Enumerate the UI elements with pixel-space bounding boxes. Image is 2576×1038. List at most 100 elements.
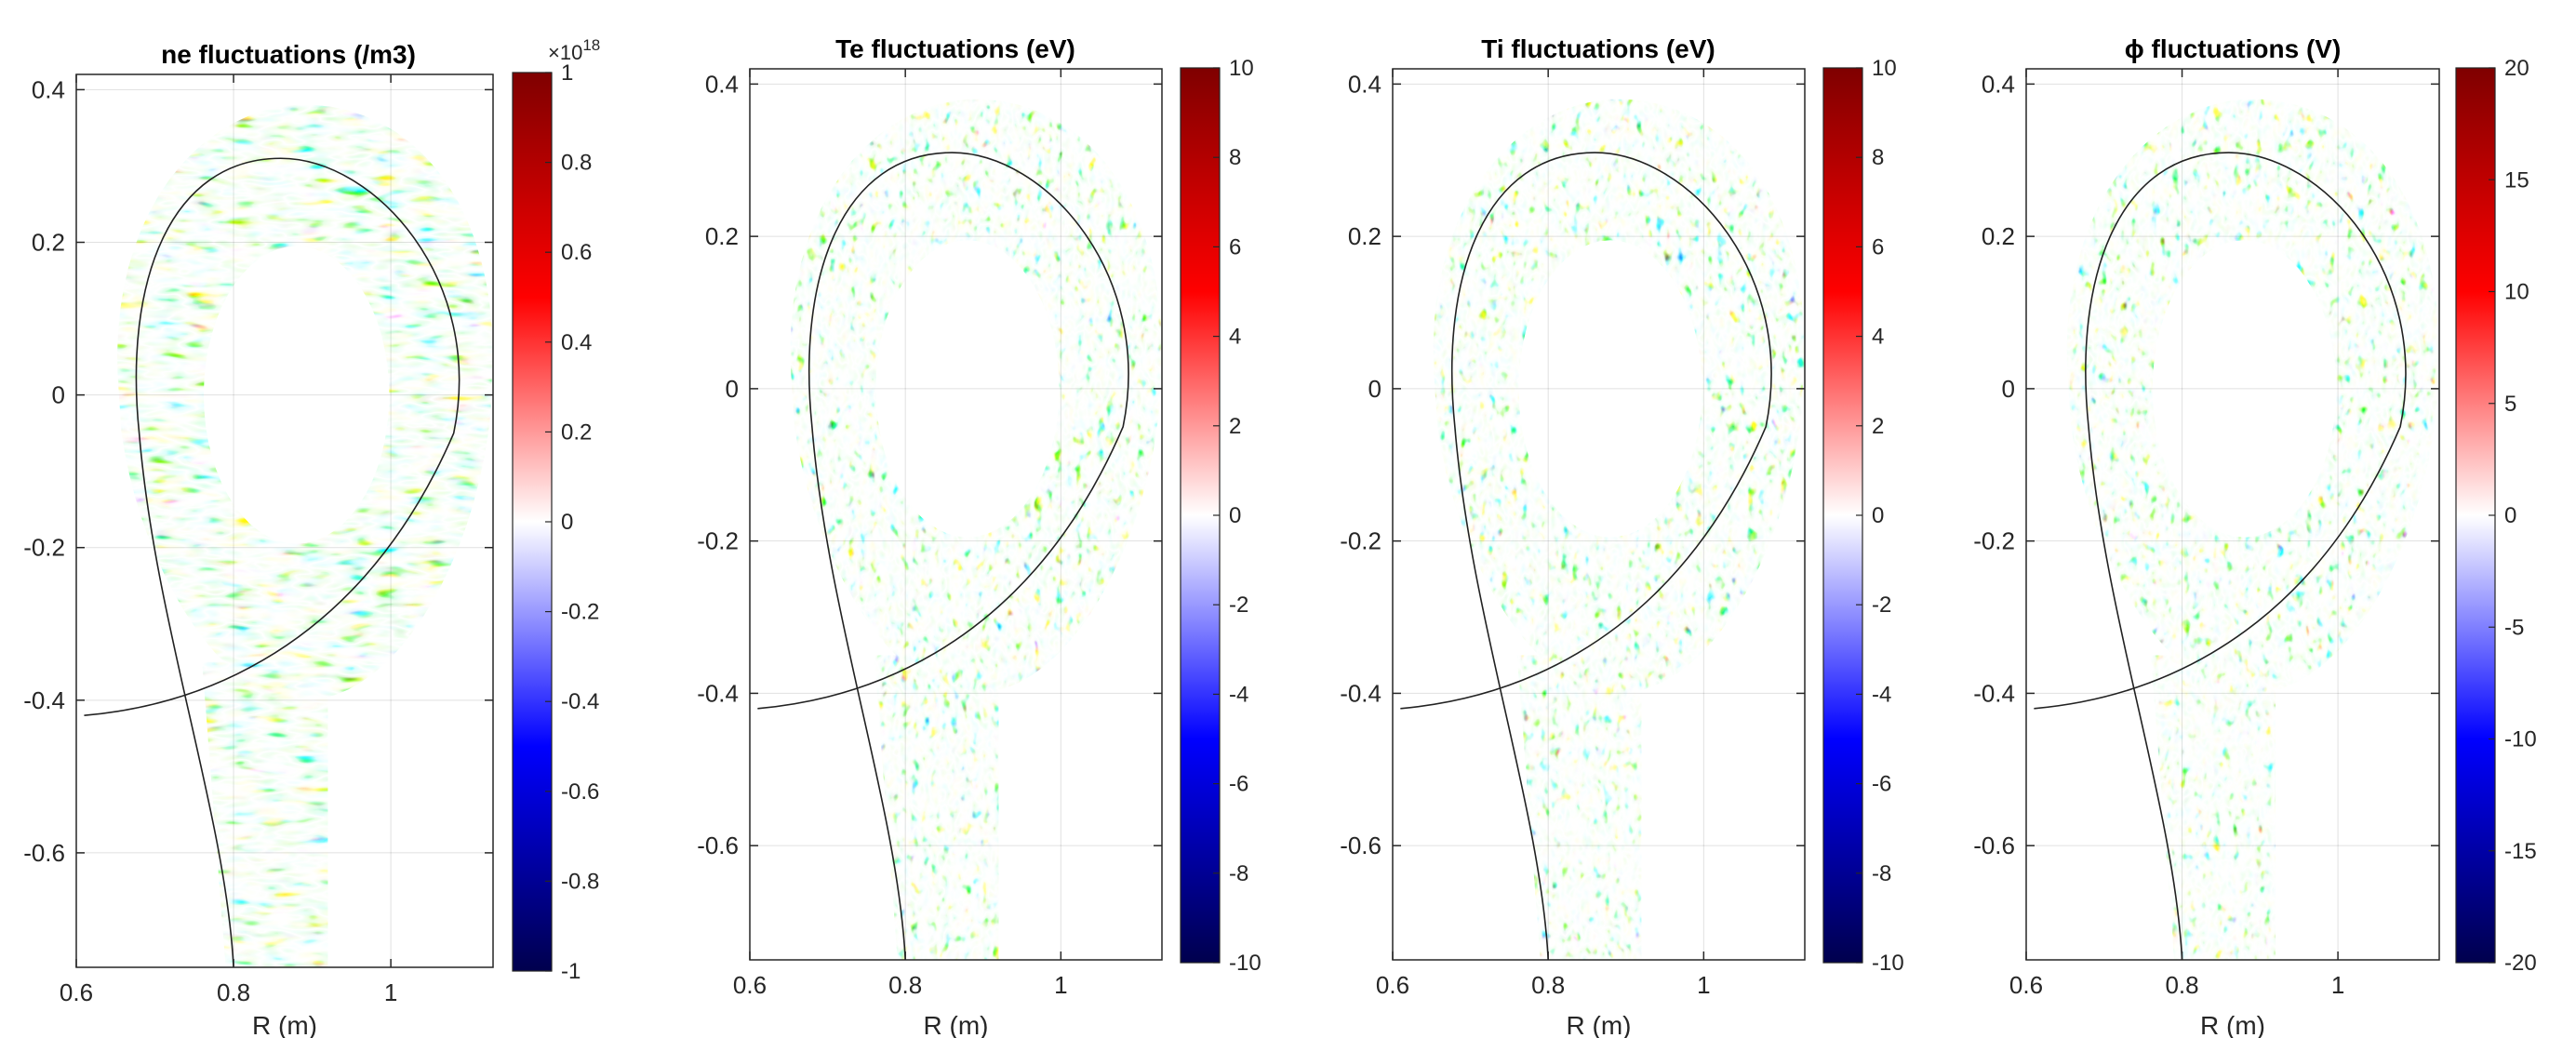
colorbar-tick-label: -0.4 [561, 689, 599, 714]
colorbar-tick-label: -8 [1872, 861, 1891, 886]
y-tick-label: -0.2 [1340, 527, 1381, 555]
colorbar-tick-label: 0.8 [561, 151, 592, 176]
y-tick-label: 0.2 [32, 229, 65, 257]
y-tick-label: -0.4 [1340, 679, 1381, 707]
colorbar-tick-label: 8 [1229, 145, 1241, 170]
panels: 0.6 0.8 1 0.4 0.2 0 -0.2 -0.4 -0.6 ne fluctuation… [23, 34, 2537, 1038]
axes-box [749, 68, 1163, 961]
colorbar-tick-label: 4 [1229, 325, 1241, 350]
turbulence-texture [2026, 69, 2439, 960]
colorbar-tick-label: -6 [1872, 772, 1891, 797]
fluctuation-field [750, 69, 1162, 960]
colorbar-tick-label: -15 [2504, 839, 2537, 864]
colorbar-tick-label: -0.2 [561, 600, 599, 625]
colorbar-tick-label: 1 [561, 60, 573, 86]
colorbar-tick-label: -0.8 [561, 869, 599, 894]
colorbar-tick-label: -6 [1229, 772, 1248, 797]
colorbar-exponent-power: 18 [582, 36, 600, 54]
colorbar-tick-label: 0.6 [561, 240, 592, 265]
turbulence-texture [750, 69, 1162, 960]
colorbar: 10 8 6 4 2 0 -2 -4 -6 -8 -10 [1822, 56, 1904, 976]
colorbar-tick-label: 20 [2504, 56, 2529, 81]
y-tick-label: -0.6 [1973, 832, 2015, 859]
y-tick-label: 0.4 [32, 75, 65, 103]
x-tick-label: 0.8 [888, 971, 922, 999]
colorbar-tick-label: -4 [1229, 682, 1248, 707]
y-tick-label: -0.4 [697, 679, 739, 707]
colorbar-tick-label: 0 [561, 510, 573, 535]
colorbar-tick-label: -20 [2504, 951, 2537, 976]
x-tick-label: 0.6 [60, 978, 93, 1006]
colorbar-tick-label: 6 [1872, 234, 1884, 260]
colorbar: 20 15 10 5 0 -5 -10 -15 -20 [2455, 56, 2537, 976]
colorbar-tick-label: -2 [1229, 592, 1248, 618]
colorbar-tick-label: 2 [1872, 414, 1884, 439]
panel-title: ne fluctuations (/m3) [161, 40, 416, 69]
colorbar-tick-label: 6 [1229, 234, 1241, 260]
y-tick-label: 0.2 [1348, 222, 1381, 250]
x-tick-label: 0.6 [733, 971, 767, 999]
axes-box [2025, 68, 2440, 961]
separatrix-line [757, 152, 1129, 960]
y-tick-label: -0.2 [697, 527, 739, 555]
turbulence-texture [1393, 69, 1805, 960]
y-tick-label: 0 [52, 381, 65, 409]
fluctuation-field [76, 74, 493, 967]
colorbar-tick-label: -5 [2504, 615, 2524, 640]
colorbar-tick-label: 2 [1229, 414, 1241, 439]
colorbar-tick-label: 8 [1872, 145, 1884, 170]
panel-2: 0.6 0.8 1 0.4 0.2 0 -0.2 -0.4 -0.6 Te fluctuation… [697, 34, 1261, 1038]
x-axis-label: R (m) [1567, 1011, 1632, 1038]
colorbar-tick-label: -10 [2504, 727, 2537, 752]
colorbar-tick-label: 4 [1872, 325, 1884, 350]
y-tick-label: -0.4 [23, 686, 65, 714]
colorbar-tick-label: -1 [561, 959, 581, 984]
y-tick-label: 0.4 [1348, 70, 1381, 98]
y-tick-label: 0.4 [705, 70, 739, 98]
y-tick-label: -0.2 [23, 534, 65, 562]
x-tick-label: 1 [384, 978, 397, 1006]
separatrix-line [2034, 152, 2407, 960]
turbulence-texture [76, 74, 493, 967]
y-tick-label: 0.2 [705, 222, 739, 250]
x-axis-label: R (m) [2200, 1011, 2265, 1038]
x-tick-label: 1 [2331, 971, 2344, 999]
x-tick-label: 0.8 [1531, 971, 1565, 999]
colorbar-tick-label: -0.6 [561, 779, 599, 805]
y-tick-label: -0.6 [697, 832, 739, 859]
y-tick-label: 0 [726, 375, 739, 403]
colorbar-tick-label: 0.4 [561, 330, 592, 355]
fluctuation-field [2026, 69, 2439, 960]
fluctuation-field [1393, 69, 1805, 960]
colorbar-tick-label: 0 [1229, 503, 1241, 528]
y-tick-label: 0 [1368, 375, 1381, 403]
x-tick-label: 0.6 [1376, 971, 1409, 999]
x-tick-label: 0.8 [217, 978, 250, 1006]
y-tick-label: -0.2 [1973, 527, 2015, 555]
axes-box [1392, 68, 1806, 961]
panel-3: 0.6 0.8 1 0.4 0.2 0 -0.2 -0.4 -0.6 Ti fluctuation… [1340, 34, 1904, 1038]
x-tick-label: 1 [1697, 971, 1710, 999]
colorbar: 10 8 6 4 2 0 -2 -4 -6 -8 -10 [1180, 56, 1261, 976]
colorbar-exponent: ×1018 [548, 36, 600, 64]
y-tick-label: -0.6 [1340, 832, 1381, 859]
colorbar-tick-label: 0 [2504, 503, 2516, 528]
colorbar-tick-label: 5 [2504, 392, 2516, 417]
y-tick-label: -0.6 [23, 839, 65, 867]
colorbar-tick-label: -2 [1872, 592, 1891, 618]
colorbar-tick-label: -8 [1229, 861, 1248, 886]
y-tick-label: 0 [2002, 375, 2015, 403]
x-tick-label: 0.6 [2009, 971, 2043, 999]
colorbar-tick-label: 0.2 [561, 419, 592, 445]
panel-1: 0.6 0.8 1 0.4 0.2 0 -0.2 -0.4 -0.6 ne fluctuation… [23, 36, 600, 1038]
x-tick-label: 1 [1054, 971, 1067, 999]
colorbar-tick-label: -10 [1872, 951, 1904, 976]
x-axis-label: R (m) [252, 1011, 317, 1038]
panel-title: ϕ fluctuations (V) [2125, 34, 2342, 63]
colorbar: 1 0.8 0.6 0.4 0.2 0 -0.2 -0.4 -0.6 -0.8 -1 ×1018 [512, 36, 600, 984]
colorbar-tick-label: 10 [1229, 56, 1254, 81]
separatrix-line [1400, 152, 1772, 960]
panel-4: 0.6 0.8 1 0.4 0.2 0 -0.2 -0.4 -0.6 ϕ fluctuations… [1973, 34, 2537, 1038]
axes-box [75, 73, 494, 968]
